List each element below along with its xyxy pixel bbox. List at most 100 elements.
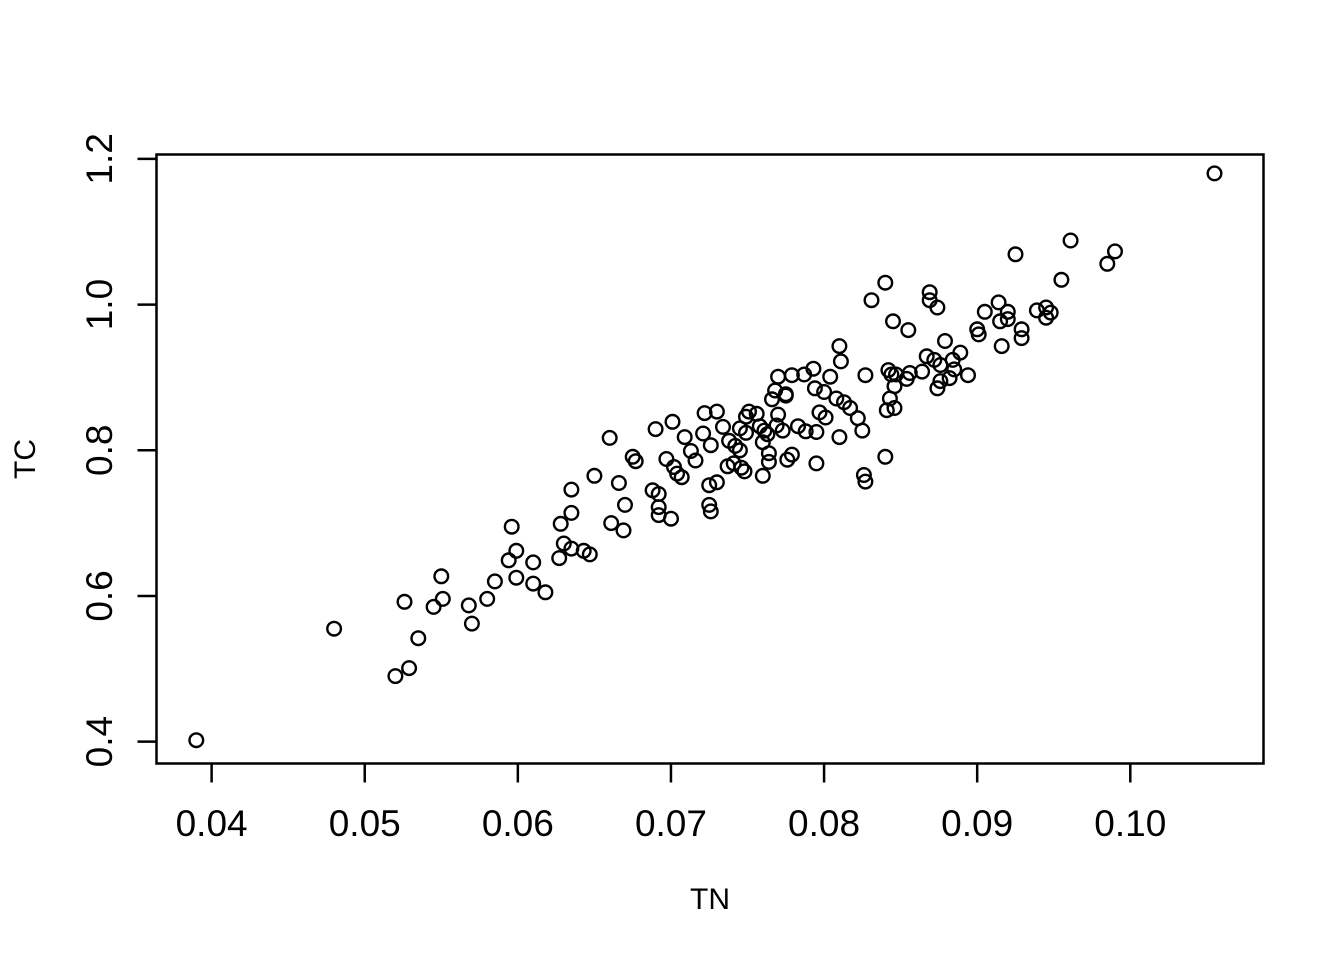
data-point [410, 630, 427, 647]
data-point [736, 463, 753, 480]
data-point [552, 515, 569, 532]
data-point [900, 322, 917, 339]
data-point [863, 292, 880, 309]
y-axis-tick-label: 0.4 [79, 716, 120, 767]
data-point [886, 378, 903, 395]
data-point [842, 400, 859, 417]
data-point [832, 353, 849, 370]
data-point [990, 294, 1007, 311]
data-point [741, 403, 758, 420]
data-point [764, 391, 781, 408]
data-point [885, 313, 902, 330]
x-axis-title: TN [690, 883, 730, 916]
data-point [603, 515, 620, 532]
data-point [500, 552, 517, 569]
data-point [669, 465, 686, 482]
data-point [999, 311, 1016, 328]
data-point [479, 590, 496, 607]
data-point [999, 303, 1016, 320]
data-point [676, 429, 693, 446]
data-point [581, 546, 598, 563]
data-point [650, 499, 667, 516]
data-point [537, 584, 554, 601]
data-point [708, 474, 725, 491]
x-axis-tick-label: 0.09 [941, 803, 1013, 844]
data-point [976, 303, 993, 320]
data-point [808, 455, 825, 472]
data-point [929, 299, 946, 316]
data-point [682, 443, 699, 460]
data-point [857, 367, 874, 384]
data-point [806, 380, 823, 397]
data-point [932, 373, 949, 390]
data-point [695, 425, 712, 442]
data-point [601, 429, 618, 446]
data-point [627, 453, 644, 470]
data-point [946, 361, 963, 378]
data-point [797, 423, 814, 440]
data-point [326, 620, 343, 637]
data-point [708, 403, 725, 420]
data-point [401, 660, 418, 677]
data-point [486, 573, 503, 590]
data-point [759, 426, 776, 443]
data-point [886, 400, 903, 417]
data-point [777, 386, 794, 403]
data-point [731, 442, 748, 459]
data-point [563, 504, 580, 521]
data-point [702, 437, 719, 454]
data-point [970, 326, 987, 343]
data-point [188, 732, 205, 749]
x-axis-tick-label: 0.06 [482, 803, 554, 844]
data-point [663, 510, 680, 527]
y-axis-tick-label: 1.2 [79, 133, 120, 184]
data-point [615, 522, 632, 539]
data-point [944, 351, 961, 368]
y-axis-tick-label: 0.6 [79, 570, 120, 621]
data-point [783, 446, 800, 463]
data-point [921, 284, 938, 301]
data-point [1007, 246, 1024, 263]
data-point [808, 424, 825, 441]
x-axis-tick-label: 0.04 [176, 803, 248, 844]
data-point [1013, 321, 1030, 338]
x-axis-tick-label: 0.10 [1094, 803, 1166, 844]
data-point [701, 496, 718, 513]
data-point [396, 593, 413, 610]
data-point [563, 481, 580, 498]
data-point [586, 467, 603, 484]
data-point [425, 598, 442, 615]
data-point [816, 384, 833, 401]
data-point [877, 448, 894, 465]
y-axis-tick-label: 1.0 [79, 279, 120, 330]
data-point [914, 363, 931, 380]
data-point [433, 568, 450, 585]
data-point [503, 518, 520, 535]
data-point [937, 333, 954, 350]
y-axis-tick-label: 0.8 [79, 425, 120, 476]
y-axis-title: TC [9, 439, 42, 479]
data-point [774, 422, 791, 439]
x-axis-tick-label: 0.08 [788, 803, 860, 844]
data-point [1062, 232, 1079, 249]
data-point [1013, 330, 1030, 347]
data-point [460, 597, 477, 614]
data-point [783, 367, 800, 384]
data-point [831, 338, 848, 355]
data-point [434, 590, 451, 607]
data-point [463, 615, 480, 632]
data-point [822, 368, 839, 385]
data-point [673, 469, 690, 486]
data-point [738, 424, 755, 441]
data-point [610, 475, 627, 492]
data-point [1106, 243, 1123, 260]
data-point [617, 496, 634, 513]
data-point [857, 473, 874, 490]
data-point [877, 274, 894, 291]
data-point [551, 550, 568, 567]
data-point [687, 452, 704, 469]
data-point [760, 445, 777, 462]
data-point [1053, 271, 1070, 288]
